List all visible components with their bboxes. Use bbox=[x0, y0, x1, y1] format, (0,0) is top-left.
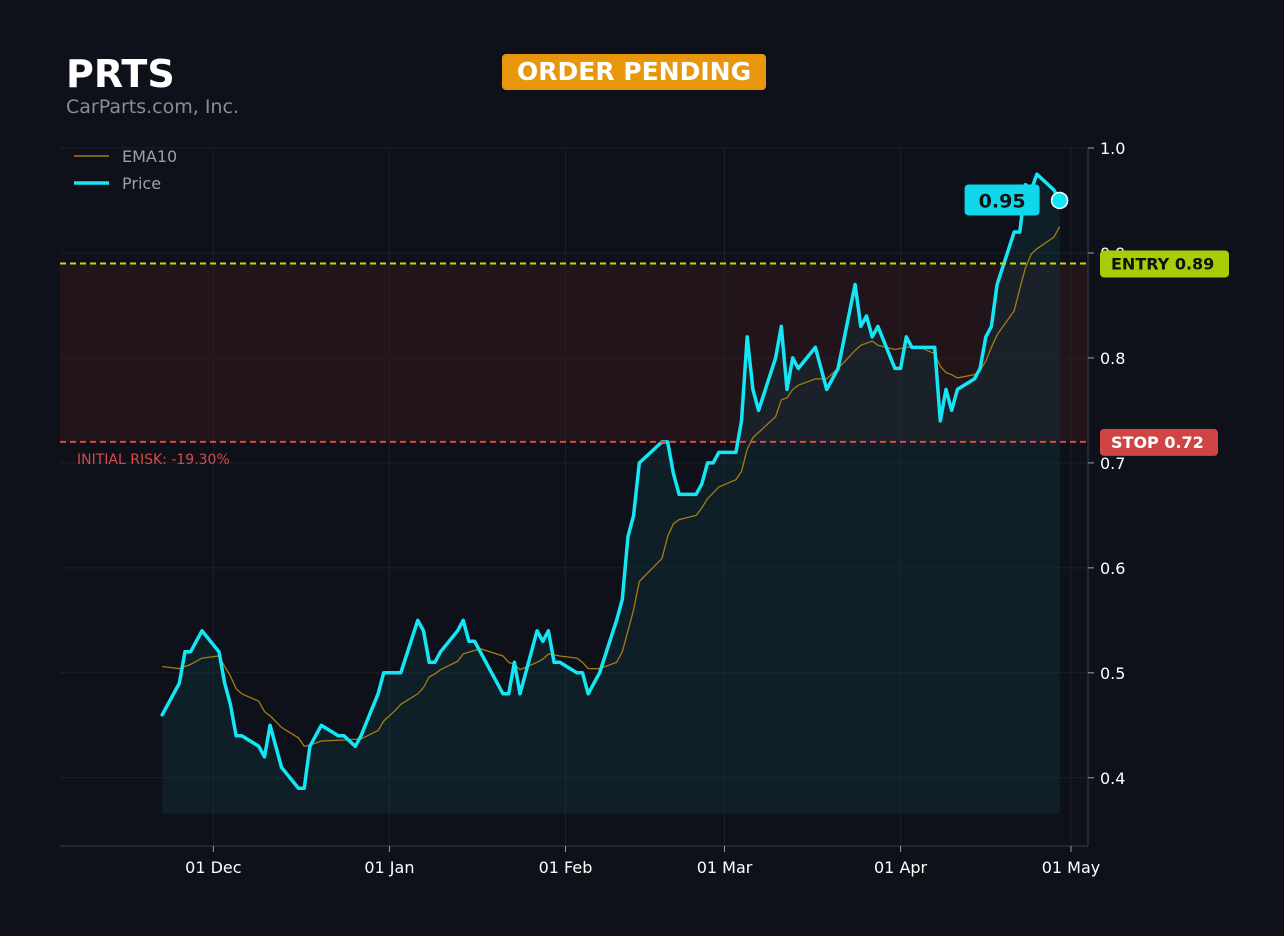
risk-zone bbox=[60, 263, 1088, 442]
ticker-symbol: PRTS bbox=[66, 52, 175, 96]
chart-legend: EMA10 Price bbox=[74, 147, 177, 193]
entry-tag-label: ENTRY 0.89 bbox=[1111, 254, 1214, 273]
x-tick-label: 01 Mar bbox=[697, 858, 753, 877]
y-tick-label: 0.4 bbox=[1100, 769, 1125, 788]
legend-label-ema10: EMA10 bbox=[122, 147, 177, 166]
y-axis: 0.40.50.60.70.80.91.0 bbox=[1088, 139, 1125, 788]
last-price-tag: 0.95 bbox=[964, 184, 1040, 216]
x-tick-label: 01 Dec bbox=[185, 858, 241, 877]
y-tick-label: 1.0 bbox=[1100, 139, 1125, 158]
last-price-label: 0.95 bbox=[979, 190, 1026, 212]
initial-risk-label: INITIAL RISK: -19.30% bbox=[77, 452, 230, 468]
stop-tag: STOP 0.72 bbox=[1100, 428, 1218, 456]
stop-tag-label: STOP 0.72 bbox=[1111, 433, 1204, 452]
x-tick-label: 01 May bbox=[1042, 858, 1101, 877]
y-tick-label: 0.8 bbox=[1100, 349, 1125, 368]
price-line bbox=[160, 172, 1062, 791]
price-area-fill bbox=[162, 174, 1060, 814]
company-name: CarParts.com, Inc. bbox=[66, 96, 239, 118]
x-axis: 01 Dec 01 Jan 01 Feb 01 Mar 01 Apr 01 May bbox=[185, 846, 1100, 877]
x-tick-label: 01 Apr bbox=[874, 858, 928, 877]
last-price-marker bbox=[1050, 191, 1069, 210]
x-tick-label: 01 Jan bbox=[364, 858, 414, 877]
x-tick-label: 01 Feb bbox=[539, 858, 593, 877]
y-tick-label: 0.7 bbox=[1100, 454, 1125, 473]
entry-tag: ENTRY 0.89 bbox=[1100, 250, 1229, 278]
legend-label-price: Price bbox=[122, 174, 161, 193]
y-tick-label: 0.5 bbox=[1100, 664, 1125, 683]
y-tick-label: 0.6 bbox=[1100, 559, 1125, 578]
order-status-badge: ORDER PENDING bbox=[502, 54, 767, 90]
